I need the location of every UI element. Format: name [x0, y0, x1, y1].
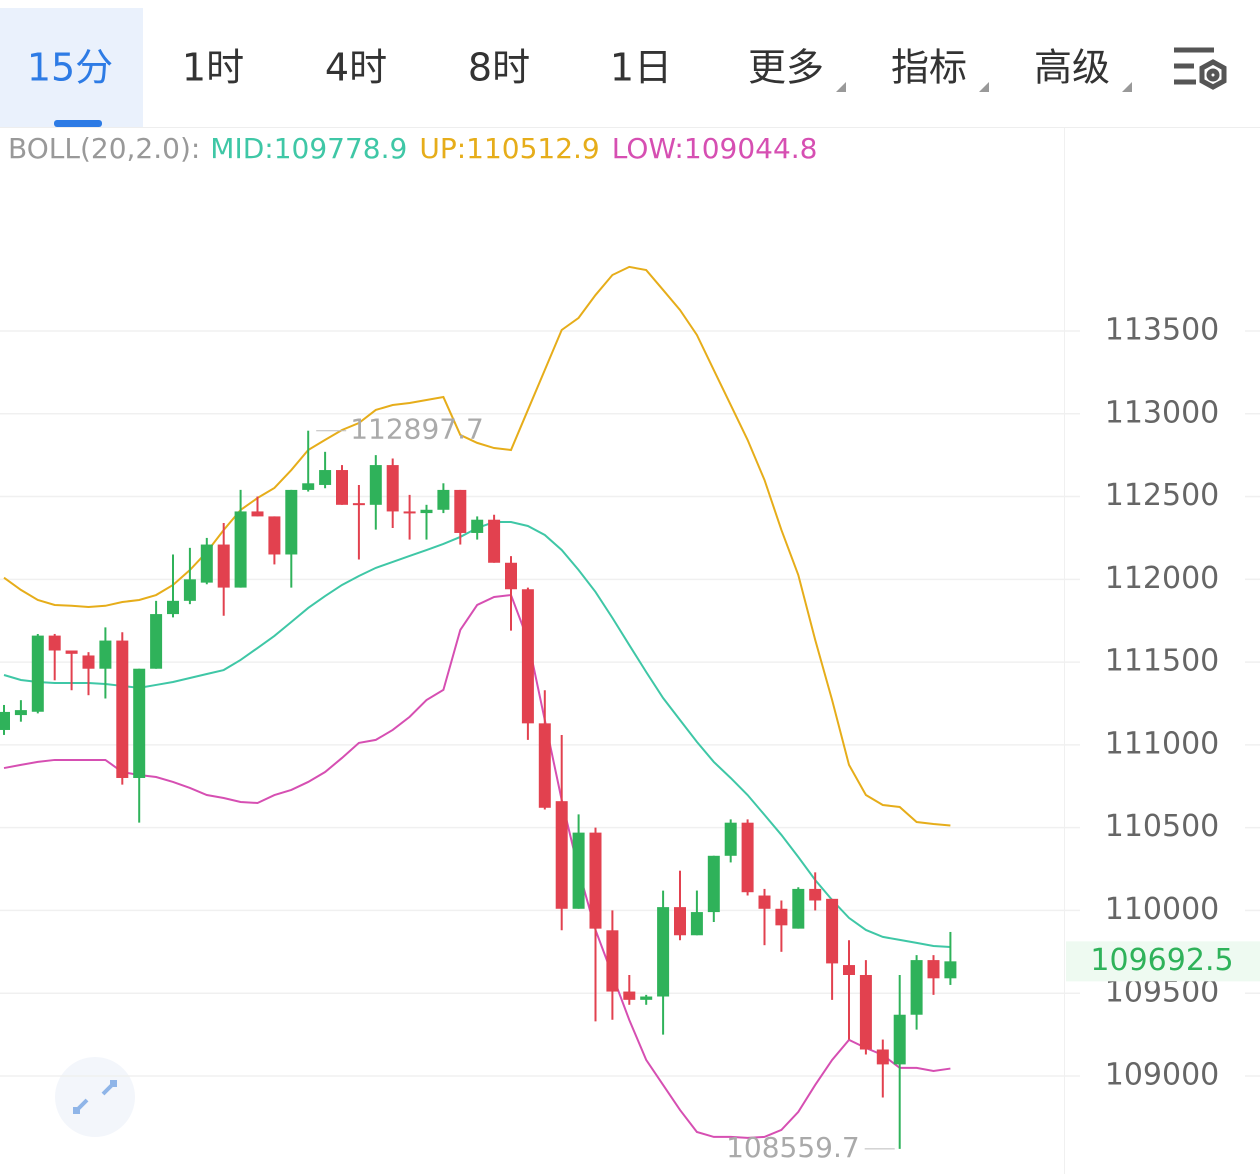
candle-body [133, 668, 146, 778]
candle-body [606, 930, 619, 992]
candle-body [336, 470, 348, 505]
candle-body [724, 822, 737, 856]
active-tab-bg [0, 8, 143, 127]
candle-body [775, 908, 788, 926]
tab[interactable]: 高级 [1034, 46, 1110, 90]
tab[interactable]: 4时 [325, 46, 387, 90]
y-tick-label: 110500 [1105, 809, 1220, 844]
candle-body [572, 832, 585, 909]
candle-body [859, 974, 872, 1050]
candle-body [843, 965, 855, 975]
candle-body [674, 907, 686, 936]
candle-body [555, 801, 568, 909]
y-tick-label: 111000 [1105, 726, 1220, 761]
dropdown-caret [1122, 82, 1132, 92]
last-price-bg [1066, 941, 1260, 982]
y-tick-label: 111500 [1105, 644, 1220, 679]
candle-body [285, 489, 298, 555]
candle-body [234, 511, 247, 588]
tab[interactable]: 指标 [891, 46, 967, 90]
legend-name: UP: [419, 132, 466, 165]
indicator-label: BOLL(20,2.0): [8, 132, 200, 165]
tab[interactable]: 更多 [748, 46, 824, 90]
candle-body [31, 635, 44, 712]
y-tick-label: 113500 [1105, 312, 1220, 347]
candle-body [809, 888, 822, 901]
candle-body [48, 635, 61, 651]
tab[interactable]: 8时 [468, 46, 530, 90]
candle-body [454, 489, 467, 533]
candle-body [741, 822, 754, 893]
candle-body [369, 465, 382, 505]
active-tab-indicator [54, 120, 102, 127]
candle-body [82, 655, 95, 669]
candle-body [758, 895, 771, 909]
y-tick-label: 112500 [1105, 478, 1220, 513]
candle-body [792, 888, 805, 929]
candle-body [217, 544, 230, 588]
candle-body [538, 723, 551, 808]
y-tick-label: 110000 [1105, 892, 1220, 927]
candle-body [167, 600, 179, 615]
candle-body [319, 470, 332, 485]
candle-body [589, 832, 602, 929]
tab-bar [0, 0, 1260, 128]
candle-body [116, 640, 129, 778]
boll-line [3, 521, 951, 949]
tab[interactable]: 1时 [182, 46, 244, 90]
candle-body [488, 519, 501, 563]
candle-body [471, 519, 484, 533]
y-tick-label: 109000 [1105, 1057, 1220, 1092]
candle-body [521, 589, 534, 724]
tab[interactable]: 1日 [610, 46, 672, 90]
candle-body [420, 509, 433, 514]
candle-body [14, 710, 27, 716]
candle-body [65, 650, 78, 654]
candle-body [505, 562, 517, 590]
candle-body [623, 991, 636, 1000]
max-annotation: 112897.7 [350, 413, 484, 446]
candle-body [437, 489, 450, 510]
expand-button[interactable] [55, 1057, 135, 1137]
candle-body [386, 465, 399, 512]
candle-body [0, 711, 10, 730]
dropdown-caret [836, 82, 846, 92]
candle-body [876, 1049, 889, 1065]
candle-body [640, 996, 653, 1000]
candle-body [707, 855, 720, 913]
candle-body [893, 1014, 906, 1065]
candle-body [927, 960, 940, 979]
dropdown-caret [979, 82, 989, 92]
legend-value: 110512.9 [466, 132, 600, 165]
candle-body [268, 516, 281, 555]
min-annotation: 108559.7 [726, 1131, 860, 1164]
candle-body [302, 483, 315, 490]
candle-body [944, 961, 957, 979]
y-tick-label: 112000 [1105, 561, 1220, 596]
candle-body [690, 912, 703, 936]
candle-body [826, 898, 839, 964]
candle-body [200, 544, 213, 583]
boll-line [3, 265, 951, 827]
legend-value: 109778.9 [274, 132, 408, 165]
candle-body [99, 640, 112, 669]
settings-icon[interactable] [1174, 47, 1227, 90]
candle-body [150, 614, 163, 669]
candle-body [403, 511, 416, 514]
candle-body [251, 511, 264, 517]
legend-value: 109044.8 [684, 132, 818, 165]
candle-body [657, 907, 670, 997]
tab[interactable]: 15分 [27, 46, 113, 90]
y-tick-label: 113000 [1105, 395, 1220, 430]
candle-body [352, 503, 365, 506]
boll-line [3, 593, 951, 1139]
last-price: 109692.5 [1090, 943, 1233, 978]
candle-body [910, 960, 923, 1015]
candle-body [183, 579, 196, 601]
legend-name: LOW: [612, 132, 684, 165]
legend-name: MID: [210, 132, 273, 165]
